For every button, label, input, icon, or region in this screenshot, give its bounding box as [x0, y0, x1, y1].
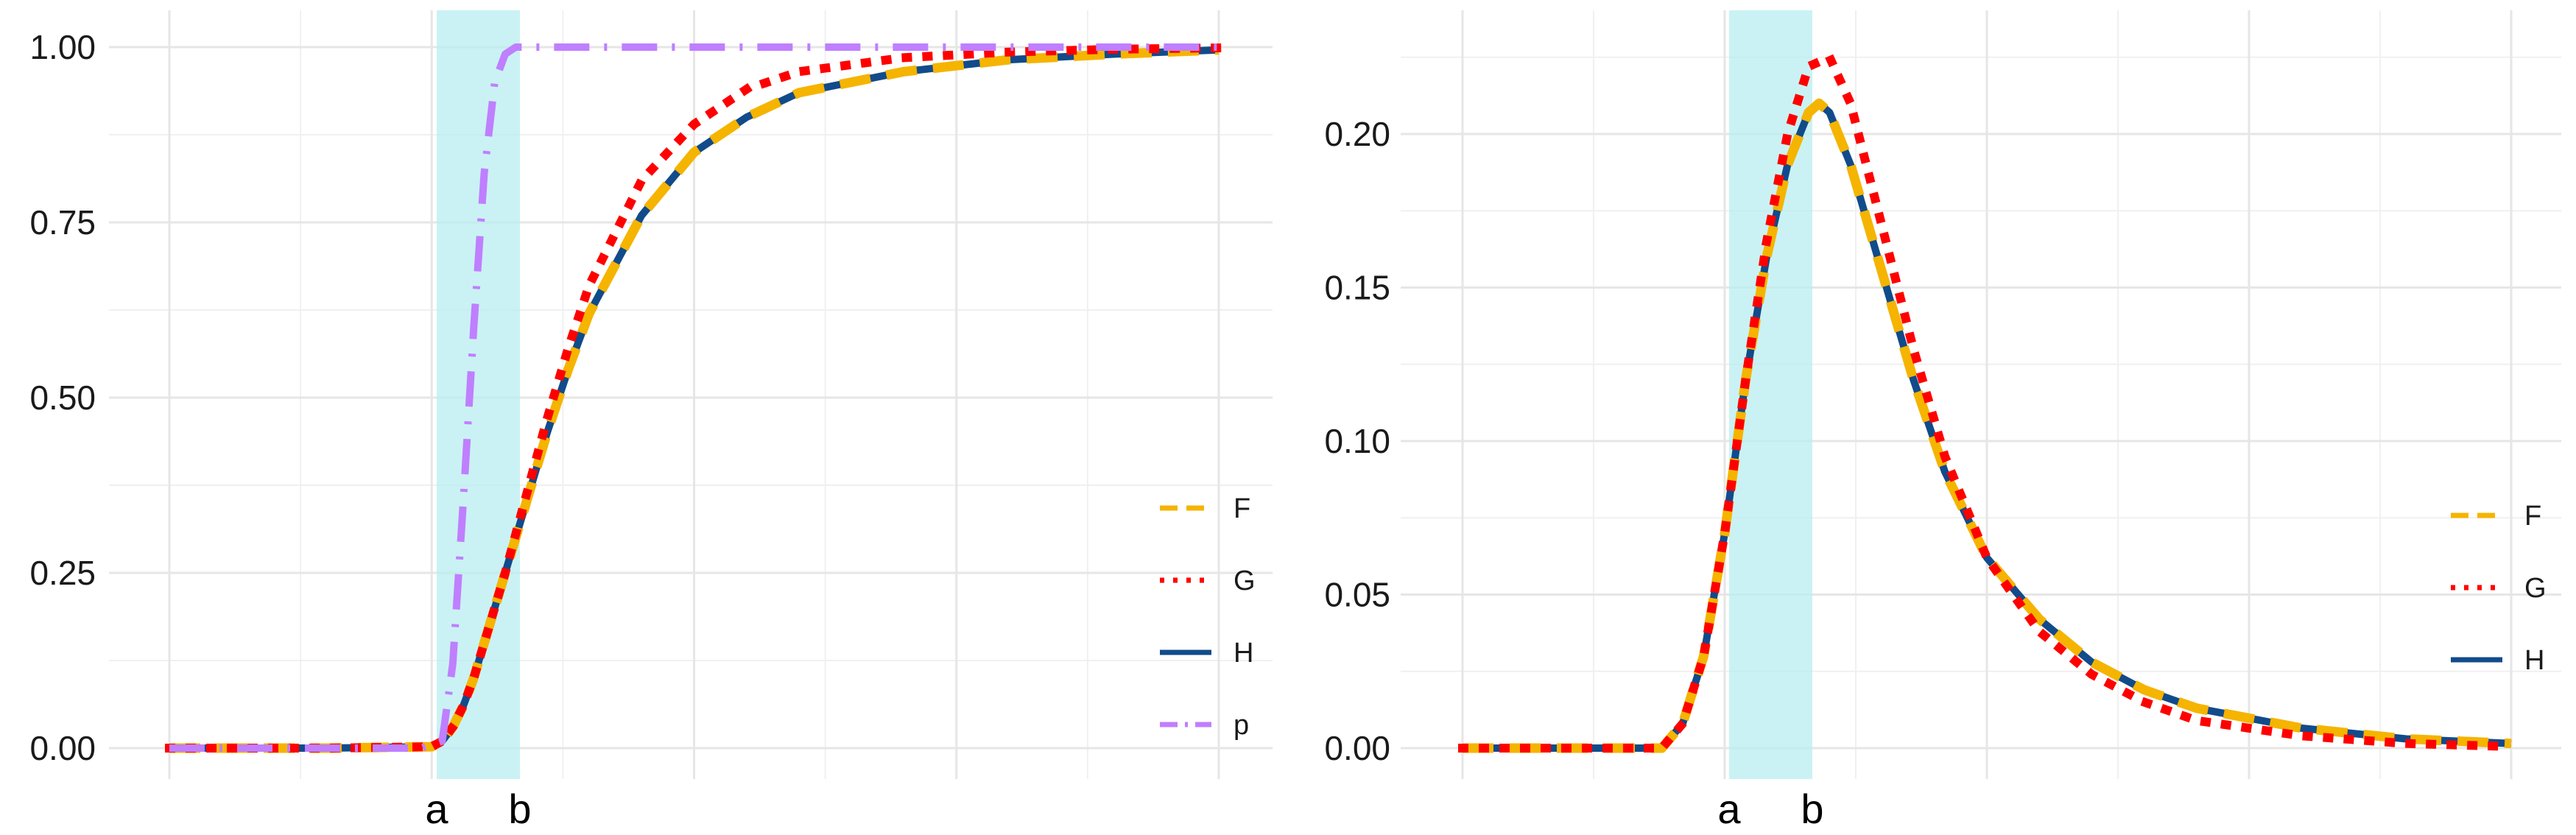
y-tick-label: 0.10: [1324, 422, 1390, 460]
y-tick-label: 0.50: [29, 378, 96, 417]
x-tick-label-a: a: [425, 786, 448, 832]
legend: F G Hp: [1160, 493, 1256, 741]
chart-panel-2: 0.00 0.05 0.10 0.15 0.20 a b F G H: [1324, 10, 2561, 832]
x-tick-label-a: a: [1717, 786, 1741, 832]
legend-label-F: F: [2524, 501, 2541, 532]
x-tick-label-b: b: [508, 786, 531, 832]
legend-label-H: H: [1234, 638, 1253, 669]
y-tick-label: 0.00: [1324, 729, 1390, 767]
series-line-F: [169, 45, 1220, 753]
series-line-p: [169, 43, 1219, 752]
legend-label-G: G: [2524, 573, 2547, 604]
legend-label-F: F: [1234, 493, 1250, 524]
y-tick-label: 1.00: [29, 28, 96, 66]
legend-label-H: H: [2524, 645, 2544, 676]
y-tick-label: 0.25: [29, 554, 96, 592]
y-tick-label: 0.05: [1324, 576, 1390, 614]
y-tick-label: 0.00: [29, 729, 96, 767]
legend-label-G: G: [1234, 566, 1256, 596]
x-tick-label-b: b: [1801, 786, 1823, 832]
y-tick-label: 0.75: [29, 203, 96, 242]
chart-panel-1: 0.00 0.25 0.50 0.75 1.00 a b F G Hp: [29, 10, 1273, 832]
y-tick-label: 0.20: [1324, 115, 1390, 153]
series-line-G: [165, 43, 1224, 753]
y-tick-label: 0.15: [1324, 269, 1390, 307]
legend-label-p: p: [1234, 710, 1249, 741]
series-line-G: [1458, 52, 2516, 753]
legend: F G H: [2451, 501, 2547, 676]
